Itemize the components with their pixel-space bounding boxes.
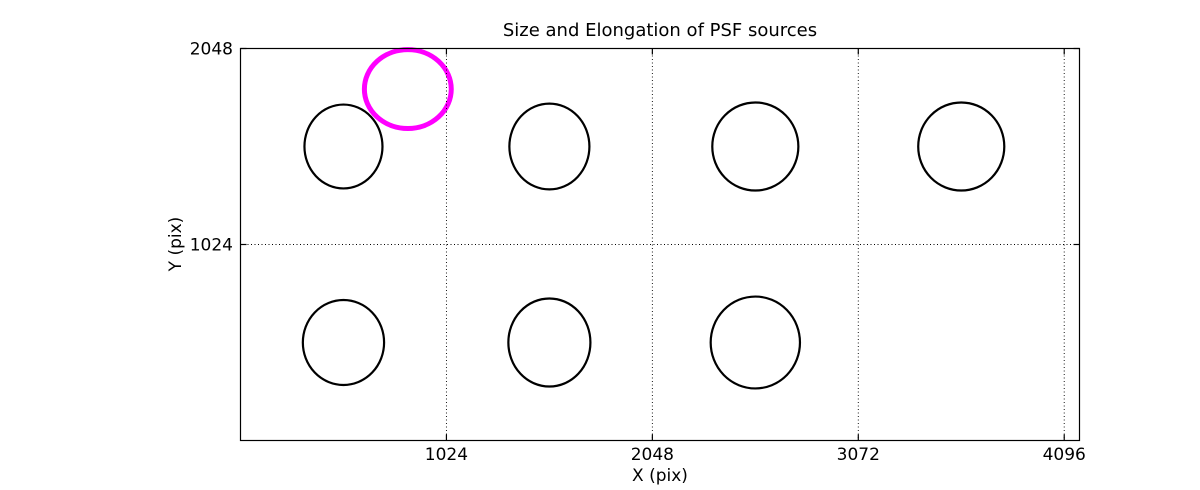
y-tick-label: 1024 <box>190 236 233 256</box>
x-tick-label: 3072 <box>837 445 880 465</box>
psf-source-ellipse <box>508 102 591 191</box>
psf-source-ellipse <box>917 101 1006 192</box>
x-tick-label: 4096 <box>1043 445 1086 465</box>
x-tick-label: 1024 <box>425 445 468 465</box>
x-tick-label: 2048 <box>631 445 674 465</box>
psf-source-ellipse <box>709 295 802 390</box>
psf-source-ellipse <box>301 298 386 387</box>
psf-source-ellipse <box>303 103 384 190</box>
highlighted-psf-source-ellipse <box>361 47 454 132</box>
y-tick-label: 2048 <box>190 40 233 60</box>
psf-source-ellipse <box>711 101 800 192</box>
chart-title: Size and Elongation of PSF sources <box>502 20 818 41</box>
x-axis-label: X (pix) <box>632 466 688 486</box>
psf-source-ellipse <box>507 297 592 388</box>
